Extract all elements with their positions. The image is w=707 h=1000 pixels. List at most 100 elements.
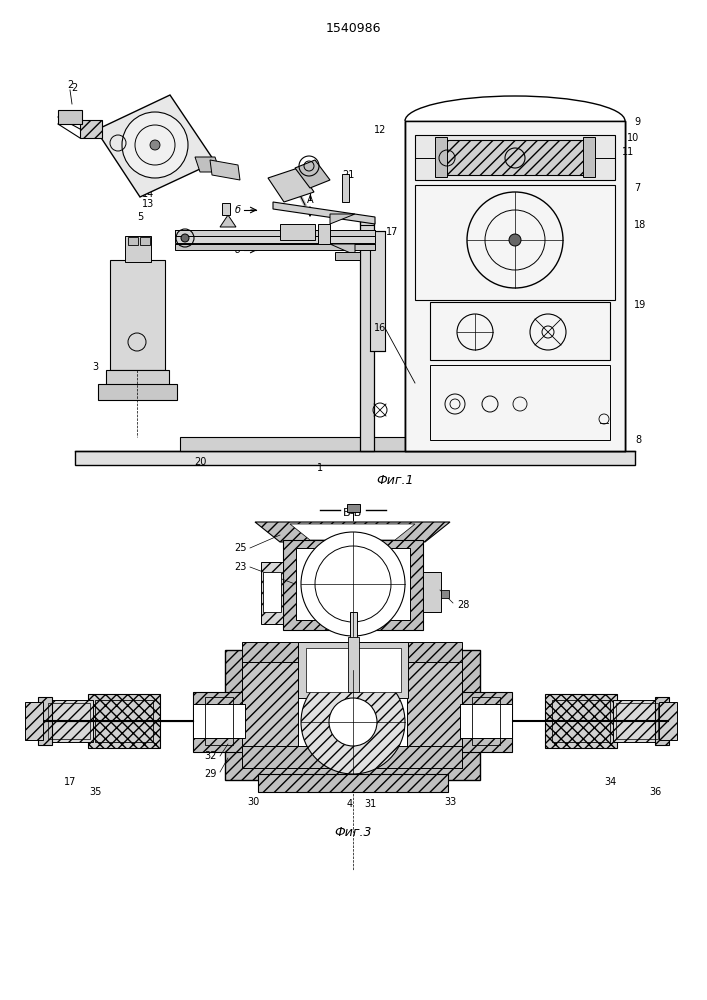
Bar xyxy=(348,637,359,692)
Bar xyxy=(140,237,150,245)
Text: 25: 25 xyxy=(235,543,247,553)
Bar xyxy=(258,774,448,792)
Bar xyxy=(110,260,165,370)
Text: 8: 8 xyxy=(635,435,641,445)
Polygon shape xyxy=(330,214,355,224)
Text: 15: 15 xyxy=(142,178,154,188)
Text: 13: 13 xyxy=(142,199,154,209)
Text: 7: 7 xyxy=(634,183,640,193)
Text: 18: 18 xyxy=(634,220,646,230)
Bar xyxy=(472,697,500,745)
Bar xyxy=(58,110,82,124)
Text: 21: 21 xyxy=(341,170,354,180)
Polygon shape xyxy=(290,524,415,540)
Text: 5: 5 xyxy=(137,212,143,222)
Polygon shape xyxy=(96,95,215,197)
Text: 4: 4 xyxy=(347,799,353,809)
Text: 36: 36 xyxy=(649,787,661,797)
Text: 29: 29 xyxy=(204,769,217,779)
Text: 2: 2 xyxy=(67,80,73,90)
Bar xyxy=(225,650,480,780)
Circle shape xyxy=(329,698,377,746)
Polygon shape xyxy=(195,157,220,172)
Bar xyxy=(415,135,615,180)
Polygon shape xyxy=(295,160,330,188)
Text: 35: 35 xyxy=(89,787,101,797)
Bar xyxy=(48,703,90,739)
Bar xyxy=(128,237,138,245)
Text: 33: 33 xyxy=(444,797,456,807)
Bar xyxy=(440,140,590,175)
Bar xyxy=(613,700,661,742)
Bar xyxy=(106,370,169,386)
Text: 1540986: 1540986 xyxy=(325,21,381,34)
Polygon shape xyxy=(210,160,240,180)
Bar xyxy=(283,540,423,630)
Circle shape xyxy=(122,112,188,178)
Bar xyxy=(261,562,283,624)
Text: 19: 19 xyxy=(634,300,646,310)
Text: 34: 34 xyxy=(604,777,616,787)
Circle shape xyxy=(150,140,160,150)
Bar xyxy=(659,702,677,740)
Bar xyxy=(435,137,447,177)
Bar xyxy=(407,662,462,768)
Bar xyxy=(405,121,625,451)
Bar xyxy=(423,572,441,612)
Circle shape xyxy=(509,234,521,246)
Bar xyxy=(441,590,449,598)
Bar xyxy=(405,121,625,451)
Text: б: б xyxy=(235,245,241,255)
Bar xyxy=(193,692,245,752)
Text: 30: 30 xyxy=(247,797,259,807)
Bar xyxy=(335,252,360,260)
Bar xyxy=(430,365,610,440)
Text: 17: 17 xyxy=(64,777,76,787)
Bar xyxy=(298,642,408,698)
Bar xyxy=(75,451,635,465)
Text: 10: 10 xyxy=(627,133,639,143)
Text: Фиг.3: Фиг.3 xyxy=(334,826,372,838)
Bar xyxy=(430,302,610,360)
Bar xyxy=(342,174,349,202)
Bar xyxy=(175,236,375,243)
Bar xyxy=(545,694,617,748)
Polygon shape xyxy=(220,215,236,227)
Bar xyxy=(175,230,375,236)
Bar xyxy=(193,704,245,738)
Bar xyxy=(318,224,330,244)
Bar xyxy=(45,700,93,742)
Bar xyxy=(175,244,375,250)
Bar xyxy=(370,231,385,351)
Text: 11: 11 xyxy=(622,147,634,157)
Bar xyxy=(280,224,315,240)
Text: 14: 14 xyxy=(142,189,154,199)
Bar xyxy=(88,694,160,748)
Text: 2: 2 xyxy=(71,83,77,93)
Bar xyxy=(350,612,357,662)
Bar xyxy=(80,120,102,138)
Text: 3: 3 xyxy=(92,362,98,372)
Bar xyxy=(360,217,374,225)
Text: 9: 9 xyxy=(634,117,640,127)
Bar xyxy=(415,185,615,300)
Circle shape xyxy=(301,532,405,636)
Bar xyxy=(242,662,462,768)
Bar xyxy=(25,702,43,740)
Text: А: А xyxy=(307,195,313,205)
Bar xyxy=(242,746,462,768)
Text: 31: 31 xyxy=(364,799,376,809)
Bar xyxy=(125,236,151,262)
Bar xyxy=(242,662,298,768)
Bar xyxy=(98,384,177,400)
Text: б: б xyxy=(235,205,241,215)
Bar xyxy=(616,703,658,739)
Bar xyxy=(460,704,512,738)
Bar xyxy=(306,648,401,692)
Text: 20: 20 xyxy=(194,457,206,467)
Circle shape xyxy=(301,670,405,774)
Bar xyxy=(552,700,610,742)
Text: 23: 23 xyxy=(235,562,247,572)
Bar xyxy=(296,548,410,620)
Polygon shape xyxy=(255,522,450,542)
